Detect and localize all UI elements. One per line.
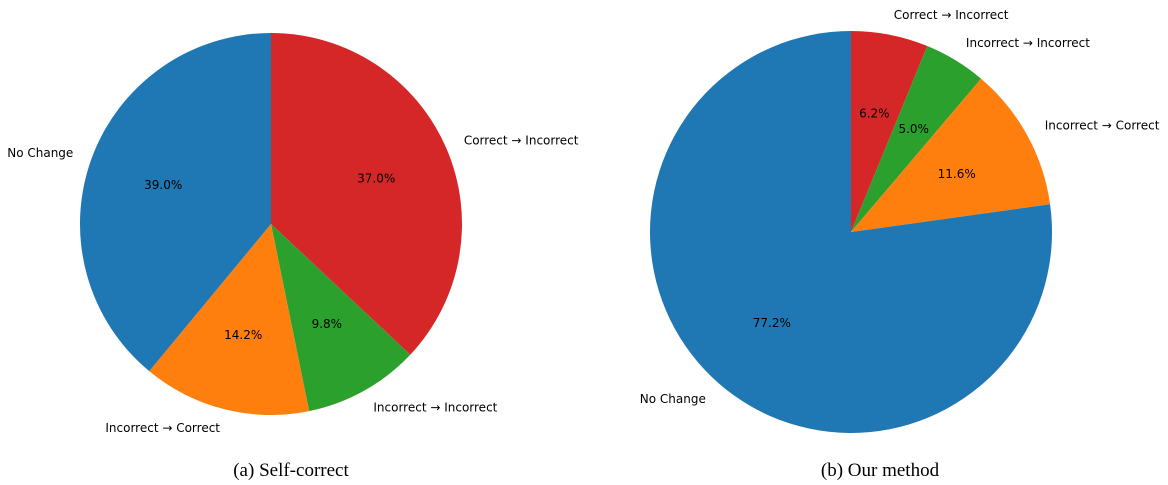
pie-chart-self-correct: 37.0% Correct → Incorrect 9.8% Incorrect → … xyxy=(7,32,579,435)
slice-label-correct-to-incorrect: Correct → Incorrect xyxy=(464,134,579,148)
slice-label-incorrect-to-correct: Incorrect → Correct xyxy=(1045,118,1160,132)
slice-label-no-change: No Change xyxy=(7,146,73,160)
slice-label-incorrect-to-incorrect: Incorrect → Incorrect xyxy=(966,36,1090,50)
pie-slice-correct-to-incorrect xyxy=(271,33,462,355)
pct-label-no-change: 77.2% xyxy=(753,316,791,330)
pct-label-incorrect-to-correct: 14.2% xyxy=(224,328,262,342)
pct-label-no-change: 39.0% xyxy=(144,178,182,192)
pct-label-correct-to-incorrect: 37.0% xyxy=(357,171,395,185)
slice-label-incorrect-to-incorrect: Incorrect → Incorrect xyxy=(373,400,497,414)
slice-label-correct-to-incorrect: Correct → Incorrect xyxy=(894,8,1009,22)
pie-slice-incorrect-to-incorrect xyxy=(271,224,411,412)
caption-our-method: (b) Our method xyxy=(821,460,940,481)
caption-self-correct: (a) Self-correct xyxy=(233,460,349,481)
pct-label-incorrect-to-incorrect: 9.8% xyxy=(312,317,343,331)
pie-slice-correct-to-incorrect xyxy=(851,31,928,232)
pie-slice-incorrect-to-correct xyxy=(851,78,1051,232)
pct-label-correct-to-incorrect: 6.2% xyxy=(859,107,890,121)
pie-slice-no-change xyxy=(80,32,271,372)
pie-chart-our-method: 6.2% Correct → Incorrect 5.0% Incorrect → I… xyxy=(640,8,1160,434)
slice-label-no-change: No Change xyxy=(640,392,706,406)
slice-label-incorrect-to-correct: Incorrect → Correct xyxy=(105,421,220,435)
pie-slice-incorrect-to-incorrect xyxy=(851,46,982,233)
pct-label-incorrect-to-incorrect: 5.0% xyxy=(898,122,929,136)
pie-slice-no-change xyxy=(650,31,1052,434)
pie-slice-incorrect-to-correct xyxy=(149,224,310,415)
pct-label-incorrect-to-correct: 11.6% xyxy=(938,167,976,181)
